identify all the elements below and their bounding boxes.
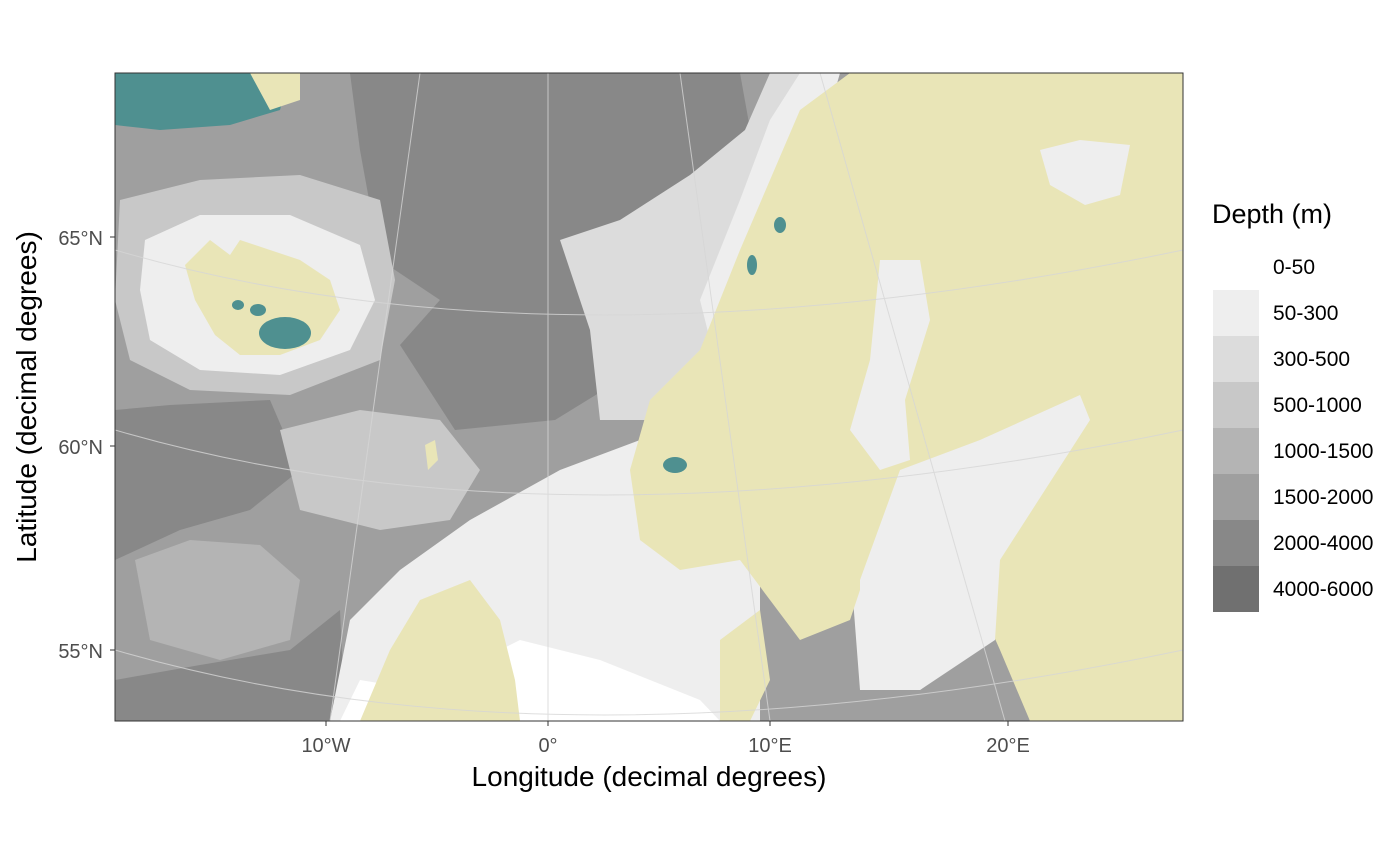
legend-key-label: 0-50 xyxy=(1273,256,1315,279)
northern-glacier xyxy=(774,217,786,233)
x-tick-label: 10°E xyxy=(748,735,792,757)
svartisen-glacier xyxy=(747,255,757,275)
legend-key-swatch xyxy=(1213,290,1259,336)
bothnia-water xyxy=(850,260,930,470)
y-axis: 65°N 60°N 55°N Latitude (decimal degrees… xyxy=(11,228,115,663)
bathymetry-2000-4000-west xyxy=(115,400,300,560)
x-axis: 10°W 0° 10°E 20°E Longitude (decimal deg… xyxy=(301,721,1030,792)
denmark-land xyxy=(720,610,770,721)
legend-key-swatch xyxy=(1213,244,1259,290)
white-sea-water xyxy=(1040,140,1130,205)
bathymetry-2000-4000-north xyxy=(350,73,752,430)
langjokull-glacier xyxy=(250,304,266,316)
legend-key-swatch xyxy=(1213,520,1259,566)
bathymetry-1500-2000-ridge xyxy=(135,540,300,660)
y-axis-title: Latitude (decimal degrees) xyxy=(11,231,42,563)
legend-key-label: 1500-2000 xyxy=(1273,486,1373,509)
bathymetry-500-1000-norway-slope xyxy=(560,73,800,420)
hofsjokull-glacier xyxy=(232,300,244,310)
depth-legend: Depth (m) 0-50 50-300 300-500 500-1000 1000-… xyxy=(1212,199,1373,612)
x-tick-label: 0° xyxy=(538,735,557,757)
legend-key-label: 4000-6000 xyxy=(1273,578,1373,601)
bathymetry-2000-4000-southwest xyxy=(115,610,345,721)
map-panel xyxy=(115,73,1183,721)
y-tick-label: 65°N xyxy=(58,228,103,250)
legend-key-label: 500-1000 xyxy=(1273,394,1362,417)
jostedalsbreen-glacier xyxy=(663,457,687,473)
panel-border xyxy=(114,72,1184,722)
y-tick-label: 60°N xyxy=(58,437,103,459)
baltic-water xyxy=(860,395,1090,690)
legend-key-label: 2000-4000 xyxy=(1273,532,1373,555)
legend-key-swatch xyxy=(1213,566,1259,612)
legend-key-swatch xyxy=(1213,336,1259,382)
x-tick-label: 10°W xyxy=(301,735,350,757)
bathymetry-500-1000-faroe xyxy=(280,410,480,530)
legend-key-swatch xyxy=(1213,428,1259,474)
graticule xyxy=(115,73,1183,721)
britain-land xyxy=(360,580,520,721)
legend-key-swatch xyxy=(1213,474,1259,520)
legend-key-swatch xyxy=(1213,382,1259,428)
legend-key-label: 1000-1500 xyxy=(1273,440,1373,463)
vatnajokull-glacier xyxy=(259,317,311,349)
greenland-land xyxy=(115,73,290,130)
legend-key-label: 300-500 xyxy=(1273,348,1350,371)
greenland-coast xyxy=(250,73,300,110)
faroe-islands xyxy=(425,440,438,470)
scandinavia-land xyxy=(630,73,1183,721)
y-tick-label: 55°N xyxy=(58,641,103,663)
x-axis-title: Longitude (decimal degrees) xyxy=(472,761,827,792)
x-tick-label: 20°E xyxy=(986,735,1030,757)
legend-title: Depth (m) xyxy=(1212,199,1332,229)
legend-key-label: 50-300 xyxy=(1273,302,1338,325)
